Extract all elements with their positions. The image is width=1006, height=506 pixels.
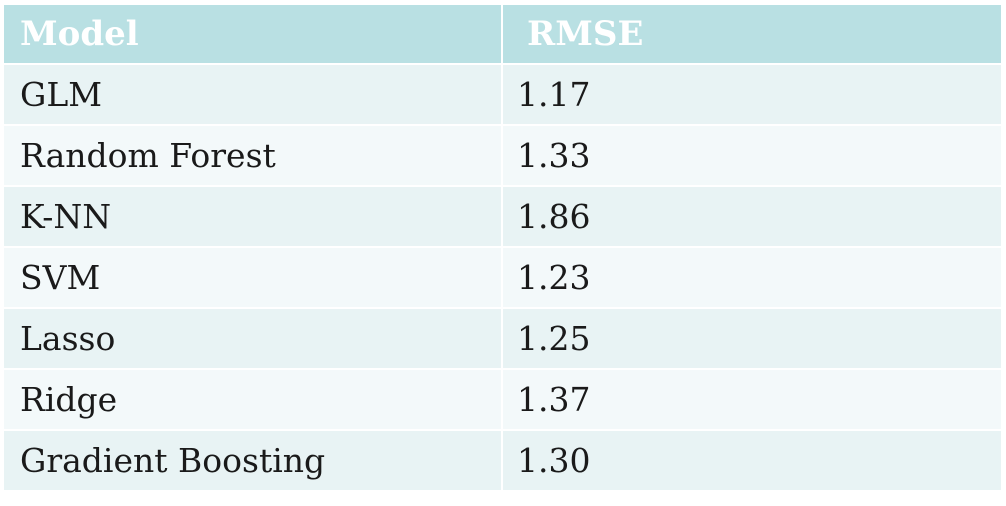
model-name-cell: Lasso — [2, 307, 503, 370]
model-name-cell: Ridge — [2, 368, 503, 431]
table-row: Ridge 1.37 — [2, 368, 1003, 431]
table-row: SVM 1.23 — [2, 246, 1003, 309]
table-row: Lasso 1.25 — [2, 307, 1003, 370]
results-table-container: Model RMSE GLM 1.17 Random Forest 1.33 K… — [2, 3, 1003, 492]
table-header: Model RMSE — [2, 3, 1003, 65]
model-name-cell: GLM — [2, 63, 503, 126]
model-name-cell: SVM — [2, 246, 503, 309]
table-row: Gradient Boosting 1.30 — [2, 429, 1003, 492]
model-name-cell: Gradient Boosting — [2, 429, 503, 492]
table-body: GLM 1.17 Random Forest 1.33 K-NN 1.86 SV… — [2, 63, 1003, 492]
rmse-value-cell: 1.33 — [501, 124, 1003, 187]
table-row: K-NN 1.86 — [2, 185, 1003, 248]
rmse-value-cell: 1.86 — [501, 185, 1003, 248]
table-row: Random Forest 1.33 — [2, 124, 1003, 187]
rmse-value-cell: 1.17 — [501, 63, 1003, 126]
rmse-value-cell: 1.25 — [501, 307, 1003, 370]
column-header-rmse: RMSE — [501, 3, 1003, 65]
model-name-cell: K-NN — [2, 185, 503, 248]
rmse-value-cell: 1.30 — [501, 429, 1003, 492]
header-row: Model RMSE — [2, 3, 1003, 65]
column-header-model: Model — [2, 3, 503, 65]
rmse-value-cell: 1.37 — [501, 368, 1003, 431]
model-name-cell: Random Forest — [2, 124, 503, 187]
rmse-results-table: Model RMSE GLM 1.17 Random Forest 1.33 K… — [2, 3, 1003, 492]
rmse-value-cell: 1.23 — [501, 246, 1003, 309]
table-row: GLM 1.17 — [2, 63, 1003, 126]
